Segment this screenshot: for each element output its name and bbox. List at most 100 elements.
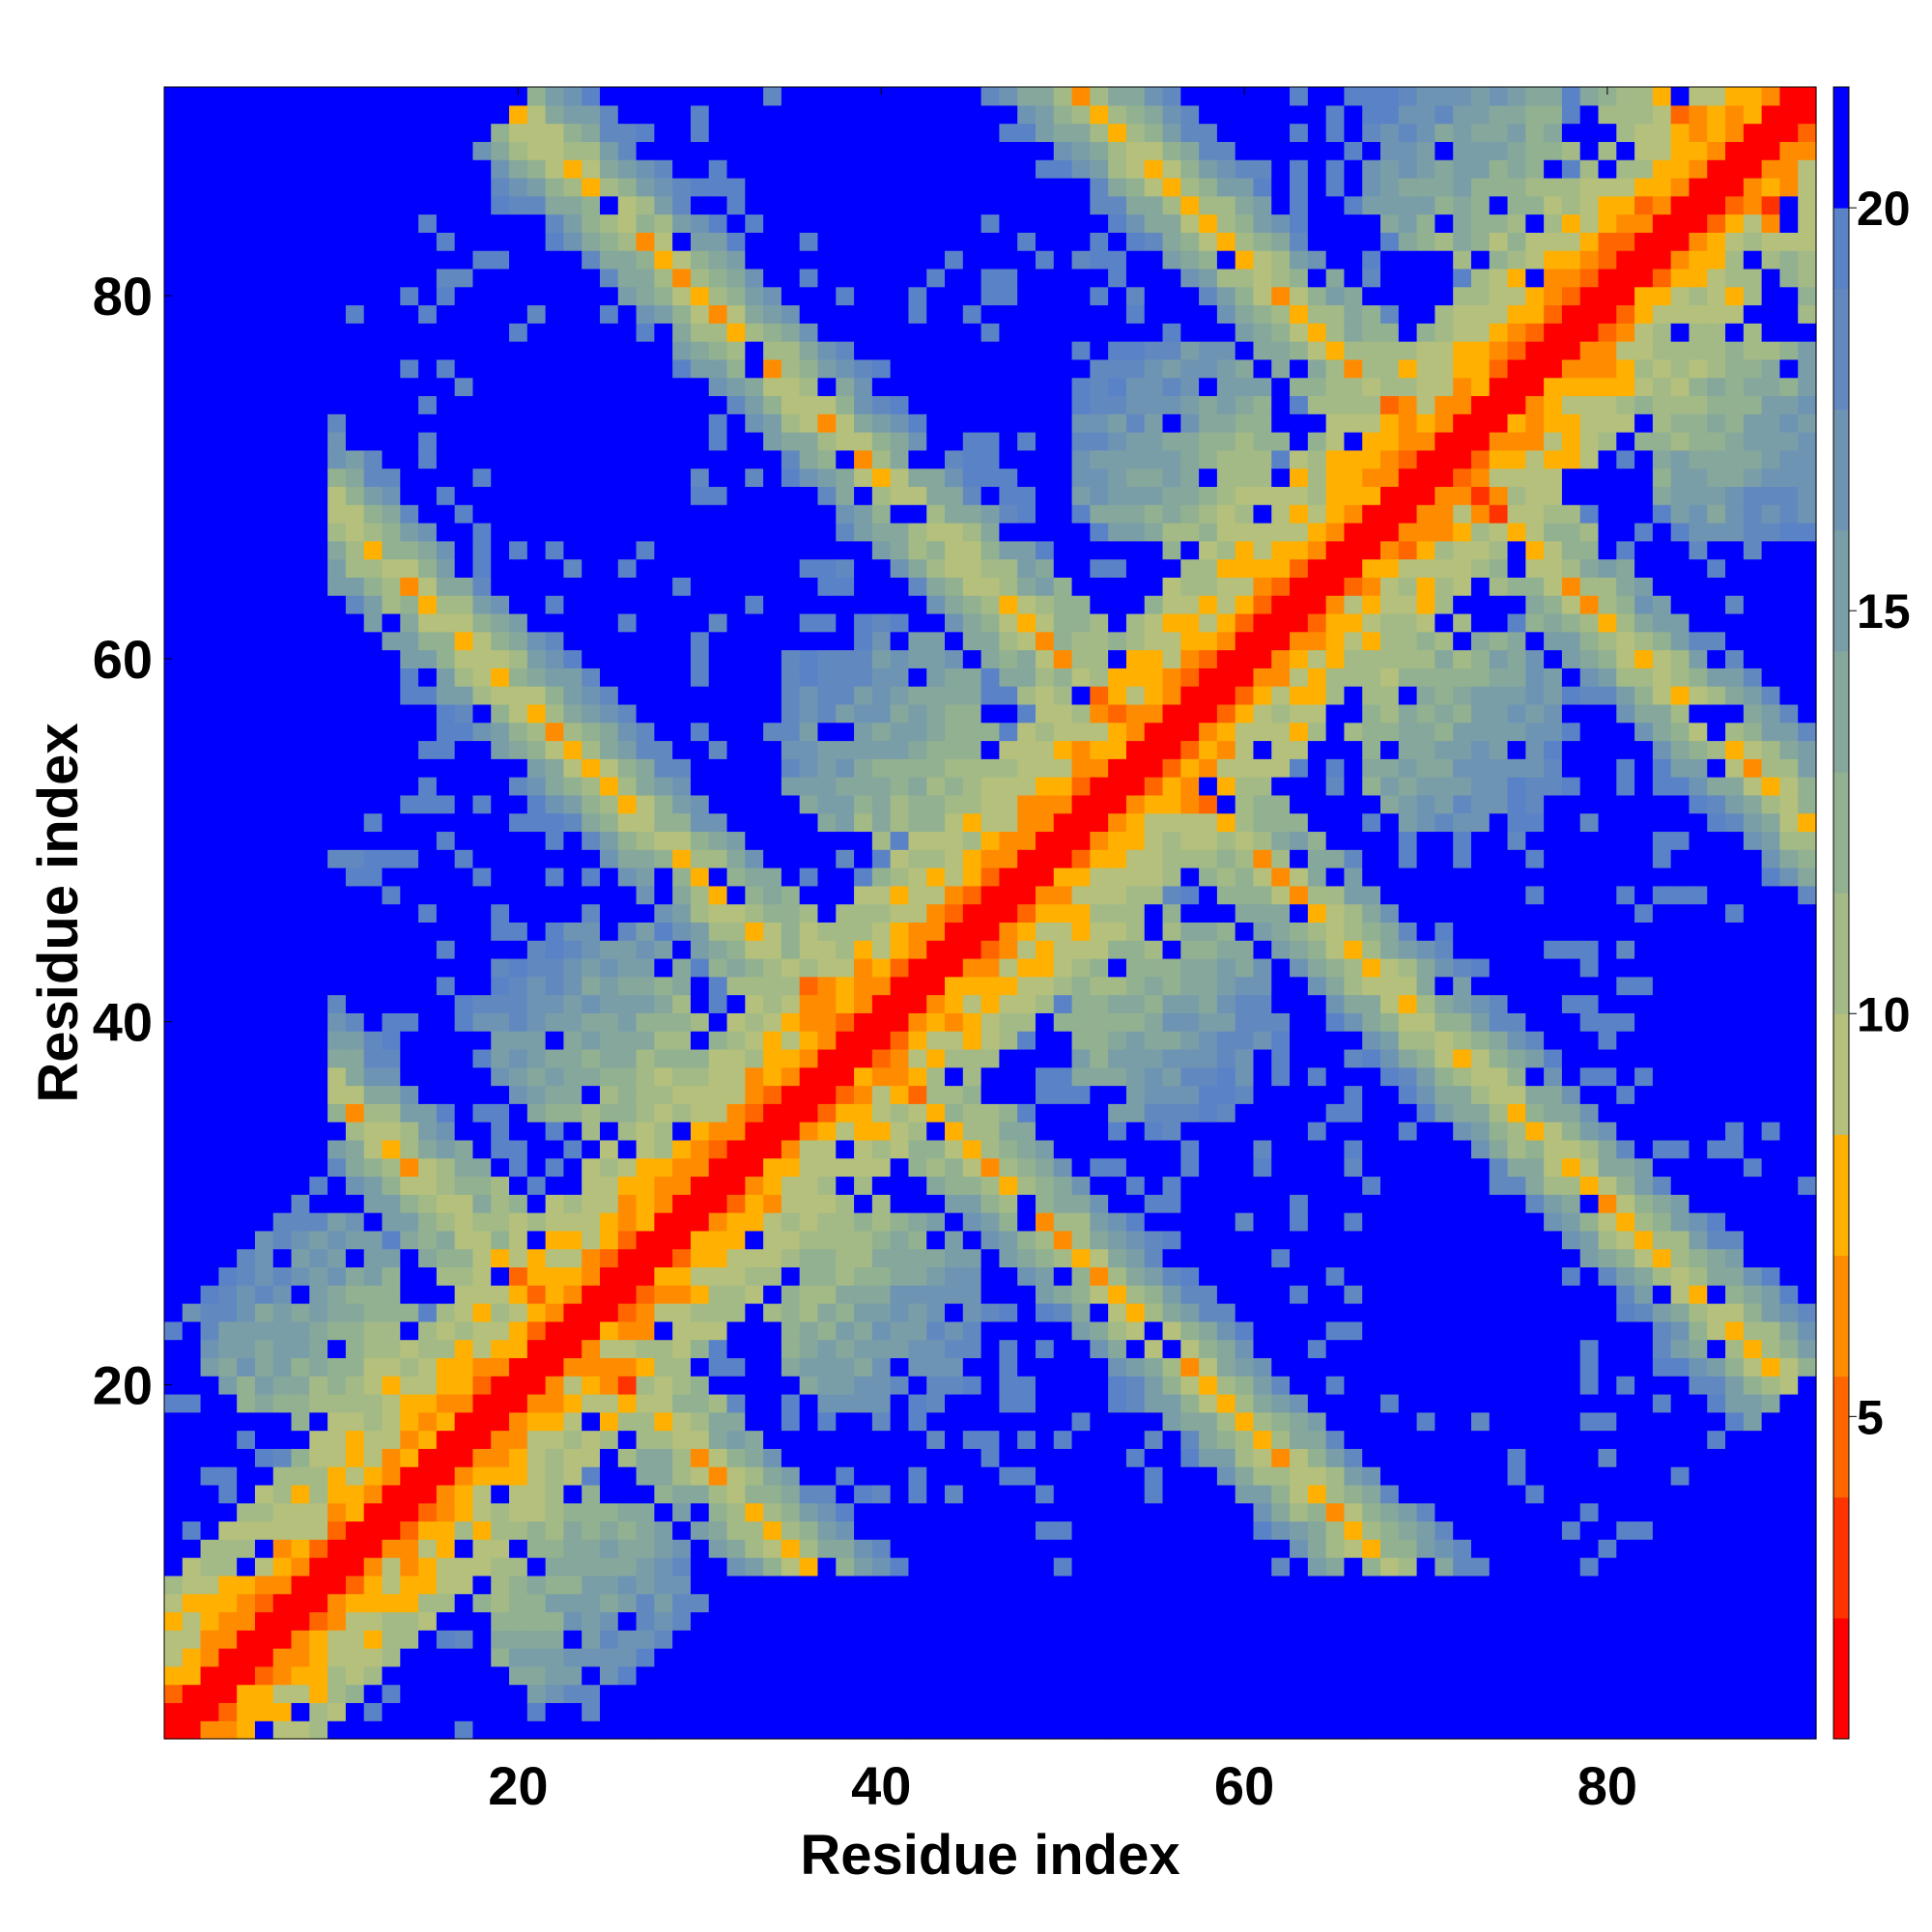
heatmap-cell xyxy=(164,1430,184,1449)
heatmap-cell xyxy=(908,1157,927,1178)
heatmap-cell xyxy=(745,522,764,542)
heatmap-cell xyxy=(472,323,492,342)
heatmap-cell xyxy=(854,612,873,633)
heatmap-cell xyxy=(164,1611,184,1631)
heatmap-cell xyxy=(182,831,202,850)
heatmap-cell xyxy=(999,1357,1018,1377)
heatmap-cell xyxy=(617,1139,638,1159)
heatmap-cell xyxy=(1071,612,1091,633)
heatmap-cell xyxy=(291,1466,310,1486)
heatmap-cell xyxy=(472,1176,492,1195)
heatmap-cell xyxy=(1108,1593,1127,1613)
heatmap-cell xyxy=(182,1684,202,1704)
heatmap-cell xyxy=(382,395,401,414)
heatmap-cell xyxy=(563,104,582,125)
heatmap-cell xyxy=(454,213,474,233)
heatmap-cell xyxy=(890,123,910,142)
heatmap-cell xyxy=(526,1031,547,1050)
heatmap-cell xyxy=(599,558,619,578)
heatmap-cell xyxy=(582,885,601,905)
heatmap-cell xyxy=(582,486,601,505)
heatmap-cell xyxy=(980,1012,1000,1032)
heatmap-cell xyxy=(345,722,365,742)
heatmap-cell xyxy=(327,1048,347,1068)
heatmap-cell xyxy=(400,849,419,868)
heatmap-cell xyxy=(726,1376,746,1395)
heatmap-cell xyxy=(291,577,310,596)
heatmap-cell xyxy=(400,1031,419,1050)
heatmap-cell xyxy=(272,1103,293,1122)
heatmap-cell xyxy=(472,540,492,560)
heatmap-cell xyxy=(436,1411,456,1432)
heatmap-cell xyxy=(1108,1720,1127,1740)
heatmap-cell xyxy=(799,468,819,488)
heatmap-cell xyxy=(345,449,365,469)
heatmap-cell xyxy=(491,1139,510,1159)
heatmap-cell xyxy=(980,1702,1000,1721)
heatmap-cell xyxy=(363,994,384,1013)
heatmap-cell xyxy=(1108,1139,1127,1159)
heatmap-cell xyxy=(945,504,964,524)
heatmap-cell xyxy=(763,1230,782,1250)
heatmap-cell xyxy=(781,1157,801,1178)
heatmap-cell xyxy=(218,286,238,306)
heatmap-cell xyxy=(672,740,692,759)
heatmap-cell xyxy=(1035,758,1055,778)
heatmap-cell xyxy=(726,1520,746,1540)
heatmap-cell xyxy=(291,1376,310,1395)
heatmap-cell xyxy=(454,1557,474,1577)
heatmap-cell xyxy=(1035,1285,1055,1304)
heatmap-cell xyxy=(1053,922,1073,941)
heatmap-cell xyxy=(945,976,964,996)
heatmap-cell xyxy=(382,141,401,160)
heatmap-cell xyxy=(472,1066,492,1087)
heatmap-cell xyxy=(509,976,528,996)
heatmap-cell xyxy=(418,395,438,414)
heatmap-cell xyxy=(491,631,510,651)
heatmap-cell xyxy=(400,213,419,233)
heatmap-cell xyxy=(654,740,673,759)
heatmap-cell xyxy=(436,1139,456,1159)
heatmap-cell xyxy=(545,831,565,850)
heatmap-cell xyxy=(327,1357,347,1377)
heatmap-cell xyxy=(1035,940,1055,959)
heatmap-cell xyxy=(745,1048,764,1068)
heatmap-cell xyxy=(1017,1139,1037,1159)
heatmap-cell xyxy=(526,1176,547,1195)
heatmap-cell xyxy=(272,1376,293,1395)
heatmap-cell xyxy=(254,976,274,996)
heatmap-cell xyxy=(1071,1720,1091,1740)
heatmap-cell xyxy=(836,1520,855,1540)
heatmap-cell xyxy=(291,812,310,833)
heatmap-cell xyxy=(1017,1357,1037,1377)
heatmap-cell xyxy=(382,686,401,705)
heatmap-cell xyxy=(636,1085,655,1104)
heatmap-cell xyxy=(799,1212,819,1232)
heatmap-cell xyxy=(1017,159,1037,179)
heatmap-cell xyxy=(763,1484,782,1504)
heatmap-cell xyxy=(382,831,401,850)
heatmap-cell xyxy=(890,867,910,887)
heatmap-cell xyxy=(999,903,1018,923)
heatmap-cell xyxy=(472,1376,492,1395)
heatmap-cell xyxy=(164,758,184,778)
heatmap-cell xyxy=(526,449,547,469)
heatmap-cell xyxy=(890,595,910,614)
heatmap-cell xyxy=(1125,104,1146,125)
heatmap-cell xyxy=(1071,232,1091,251)
heatmap-cell xyxy=(1090,957,1109,978)
heatmap-cell xyxy=(491,1539,510,1558)
heatmap-cell xyxy=(545,432,565,451)
heatmap-cell xyxy=(164,1048,184,1068)
heatmap-cell xyxy=(200,1684,219,1704)
heatmap-cell xyxy=(926,1122,946,1141)
heatmap-cell xyxy=(871,1103,892,1122)
heatmap-cell xyxy=(164,1593,184,1613)
heatmap-cell xyxy=(617,1012,638,1032)
heatmap-cell xyxy=(599,1157,619,1178)
heatmap-cell xyxy=(817,595,837,614)
heatmap-cell xyxy=(327,957,347,978)
heatmap-cell xyxy=(327,1466,347,1486)
heatmap-cell xyxy=(871,812,892,833)
heatmap-cell xyxy=(400,1085,419,1104)
